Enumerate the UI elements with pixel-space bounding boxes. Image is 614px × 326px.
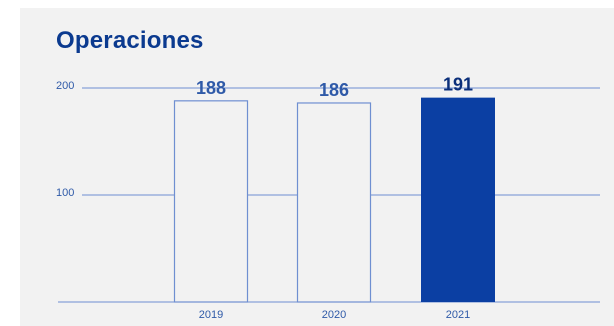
chart-title: Operaciones — [56, 27, 204, 54]
bar-2019 — [173, 100, 249, 303]
data-label-2020: 186 — [319, 80, 349, 100]
data-label-2019: 188 — [196, 78, 226, 98]
bar-2020 — [296, 102, 372, 303]
y-tick-label-100: 100 — [56, 187, 74, 199]
x-tick-label-2021: 2021 — [446, 309, 470, 321]
x-tick-label-2020: 2020 — [322, 309, 346, 321]
y-tick-label-200: 200 — [56, 80, 74, 92]
x-tick-label-2019: 2019 — [199, 309, 223, 321]
bar-2021 — [421, 97, 495, 302]
data-label-2021: 191 — [443, 75, 473, 95]
